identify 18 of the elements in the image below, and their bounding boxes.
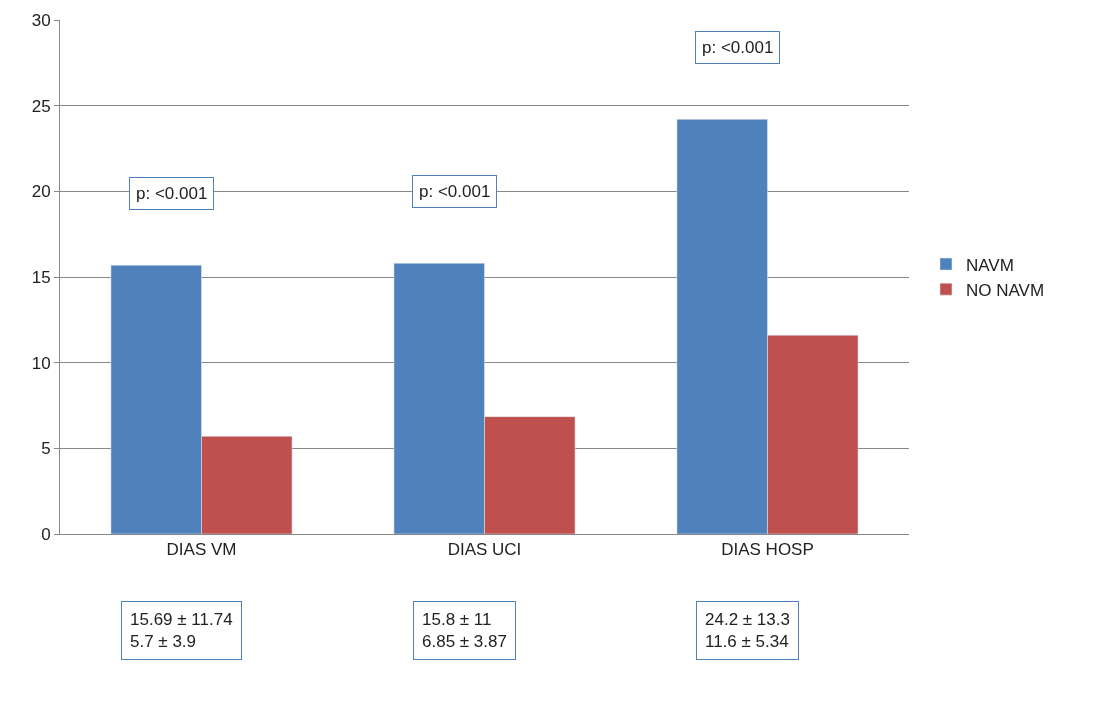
legend-label: NO NAVM [965, 280, 1045, 300]
text: 15.69 ± 11.74 5.7 ± 3.9 [130, 610, 233, 652]
y-tick-label: 0 [41, 524, 51, 544]
y-tick-label: 30 [31, 10, 51, 30]
legend-label: NAVM [965, 255, 1014, 275]
x-tick-label: DIAS VM [166, 540, 237, 560]
y-tick-label: 10 [31, 353, 51, 373]
y-tick-label: 20 [31, 182, 51, 202]
annotation: p: <0.001 [136, 184, 208, 203]
annotation: p: <0.001 [702, 38, 774, 57]
x-tick-label: DIAS UCI [447, 540, 522, 560]
text: 15.8 ± 11 6.85 ± 3.87 [422, 610, 507, 652]
annotation: p: <0.001 [419, 182, 491, 201]
x-tick-label: DIAS HOSP [721, 540, 814, 560]
y-tick-label: 15 [31, 267, 51, 287]
text: 24.2 ± 13.3 11.6 ± 5.34 [705, 610, 790, 652]
y-tick-label: 5 [41, 439, 51, 459]
y-tick-label: 25 [31, 96, 51, 116]
